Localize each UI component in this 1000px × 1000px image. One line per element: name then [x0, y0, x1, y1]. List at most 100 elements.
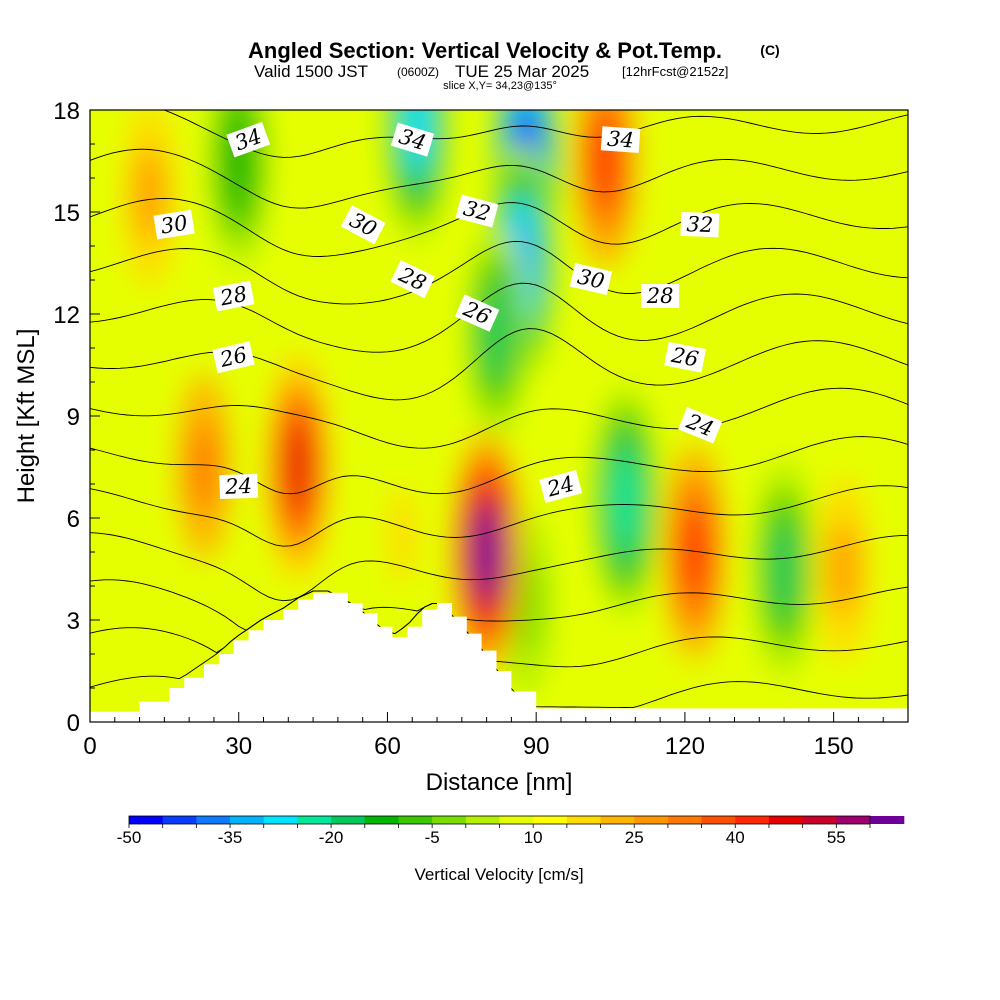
colorbar-label: Vertical Velocity [cm/s] — [414, 865, 583, 884]
isotherm-label-box — [569, 263, 613, 295]
isotherm-label-6: 32 — [680, 211, 720, 238]
y-tick-label: 9 — [67, 404, 80, 431]
velocity-cell-9-4 — [473, 504, 501, 600]
colorbar-tick-label: -20 — [319, 828, 344, 847]
isotherm-label-box — [390, 122, 435, 157]
isotherm-label-box — [641, 284, 680, 308]
isotherm-label-2: 34 — [600, 126, 641, 153]
terrain — [90, 592, 908, 722]
colorbar-swatch — [398, 816, 433, 824]
colorbar-swatch — [600, 816, 635, 824]
x-tick-label: 90 — [523, 733, 550, 760]
x-axis-label: Distance [nm] — [426, 769, 573, 796]
isotherm-label-box — [539, 469, 583, 503]
colorbar-swatch — [465, 816, 501, 824]
y-tick-label: 0 — [67, 710, 80, 737]
velocity-cell-12-1 — [190, 419, 218, 515]
colorbar-tick-label: 40 — [726, 828, 745, 847]
forecast-info: [12hrFcst@2152z] — [622, 64, 728, 79]
valid-utc: (0600Z) — [397, 65, 439, 79]
colorbar-swatch — [364, 816, 400, 824]
isotherm-line-29 — [90, 387, 908, 449]
copyright-mark: (C) — [760, 42, 779, 58]
isotherm-label-7: 28 — [212, 280, 255, 312]
colorbar-tick-label: 55 — [827, 828, 846, 847]
colorbar-swatch — [802, 816, 837, 824]
isotherm-label-9: 30 — [569, 263, 613, 295]
isotherm-label-10: 28 — [641, 284, 680, 308]
colorbar-swatch — [162, 816, 197, 824]
isotherm-line-33 — [90, 197, 908, 257]
x-tick-label: 60 — [374, 733, 401, 760]
isotherm-label-box — [212, 280, 255, 312]
isotherm-label-box — [600, 126, 641, 153]
y-tick-label: 15 — [53, 200, 80, 227]
x-tick-label: 30 — [225, 733, 252, 760]
slice-info: slice X,Y= 34,23@135° — [443, 80, 557, 92]
colorbar-swatch — [129, 816, 164, 824]
isotherm-label-14: 24 — [219, 473, 259, 500]
isotherm-line-35 — [162, 110, 908, 158]
colorbar-swatch — [196, 816, 231, 824]
isotherm-label-text: 26 — [669, 343, 701, 372]
colorbar-tick-label: -5 — [425, 828, 440, 847]
isotherm-label-box — [219, 473, 259, 500]
chart-title: Angled Section: Vertical Velocity & Pot.… — [248, 38, 722, 63]
isotherm-label-box — [455, 194, 499, 228]
colorbar-swatch — [432, 816, 467, 824]
velocity-cell-8-3 — [284, 419, 312, 515]
velocity-cell-15-0 — [388, 487, 416, 583]
isotherm-line-25 — [90, 579, 908, 631]
isotherm-label-13: 26 — [664, 341, 707, 373]
colorbar-swatch — [297, 816, 332, 824]
colorbar-swatch — [667, 816, 703, 824]
isotherm-line-32 — [90, 240, 908, 305]
y-tick-label: 12 — [53, 302, 80, 329]
y-axis-label: Height [Kft MSL] — [13, 329, 40, 504]
y-tick-label: 3 — [67, 608, 80, 635]
isotherm-label-1: 34 — [390, 122, 435, 157]
velocity-cell-4-3 — [611, 453, 640, 549]
x-tick-label: 0 — [83, 733, 96, 760]
velocity-cell-11-2 — [681, 504, 709, 600]
colorbar-swatch — [499, 816, 534, 824]
isotherm-label-box — [664, 341, 707, 373]
y-tick-label: 6 — [67, 506, 80, 533]
colorbar-tick-label: -35 — [218, 828, 243, 847]
isotherm-label-text: 24 — [224, 474, 253, 499]
isotherm-label-text: 28 — [646, 284, 674, 308]
isotherm-label-box — [678, 407, 723, 444]
isotherm-label-text: 34 — [606, 127, 634, 153]
isotherm-label-text: 28 — [217, 282, 249, 311]
isotherm-line-24 — [90, 590, 908, 668]
isotherm-label-box — [212, 341, 255, 374]
colorbar-swatch — [331, 816, 366, 824]
isotherm-label-box — [454, 294, 500, 332]
colorbar-swatch — [533, 816, 568, 824]
isotherm-line-27 — [90, 485, 908, 547]
colorbar-swatch — [701, 816, 736, 824]
colorbar-swatch — [263, 816, 298, 824]
colorbar-tick-label: 10 — [524, 828, 543, 847]
y-tick-label: 18 — [53, 98, 80, 125]
velocity-cell-14-1 — [830, 521, 858, 617]
isotherm-line-26 — [90, 532, 908, 602]
colorbar-tick-label: 25 — [625, 828, 644, 847]
colorbar-tick-label: -50 — [117, 828, 142, 847]
isotherm-line-28 — [90, 436, 908, 495]
x-tick-label: 150 — [814, 733, 854, 760]
isotherm-label-5: 32 — [455, 194, 499, 228]
isotherm-label-text: 30 — [159, 211, 189, 239]
valid-date: TUE 25 Mar 2025 — [455, 62, 589, 81]
colorbar-swatch — [634, 816, 669, 824]
isotherm-label-box — [390, 259, 435, 299]
isotherm-line-34 — [90, 148, 908, 209]
colorbar-swatch — [230, 816, 265, 824]
velocity-cell-5-2 — [770, 521, 798, 617]
isotherm-label-3: 30 — [153, 209, 195, 240]
isotherm-label-box — [340, 205, 386, 245]
colorbar-swatch — [870, 816, 905, 824]
valid-time: Valid 1500 JST — [254, 62, 368, 81]
